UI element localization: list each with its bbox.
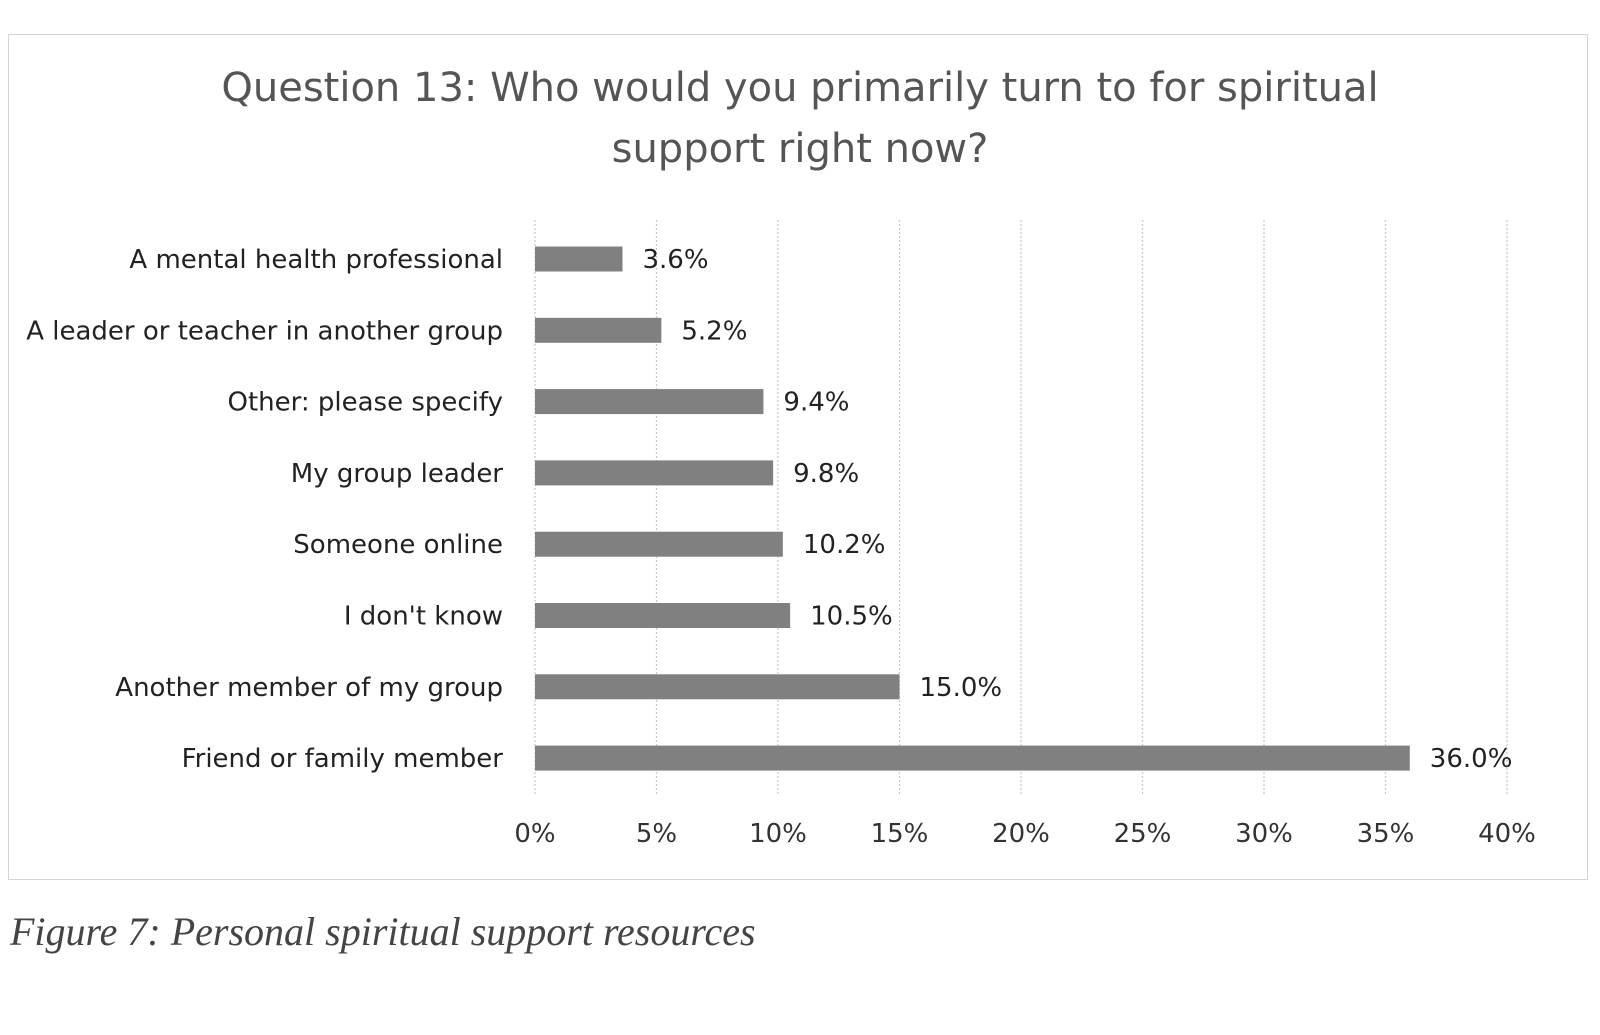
chart-title-line-2: support right now? <box>611 126 989 172</box>
bar <box>535 603 791 628</box>
x-tick-label: 35% <box>1357 819 1415 849</box>
x-tick-label: 30% <box>1235 819 1293 849</box>
data-label: 10.2% <box>803 530 886 560</box>
data-label: 5.2% <box>681 316 747 346</box>
gridlines <box>534 220 1508 795</box>
chart-title-line-1: Question 13: Who would you primarily tur… <box>221 65 1379 111</box>
category-label: I don't know <box>344 602 503 632</box>
x-tick-label: 25% <box>1114 819 1172 849</box>
bars <box>535 246 1410 771</box>
bar <box>535 531 783 557</box>
category-label: Someone online <box>293 530 503 560</box>
data-label: 36.0% <box>1430 744 1513 774</box>
x-tick-label: 20% <box>992 819 1050 849</box>
category-labels: A mental health professional A leader or … <box>26 245 503 774</box>
bar <box>535 246 623 272</box>
x-tick-labels: 0% 5% 10% 15% 20% 25% 30% 35% 40% <box>514 819 1536 849</box>
x-tick-label: 15% <box>871 819 929 849</box>
category-label: Other: please specify <box>227 388 503 418</box>
chart-frame <box>8 34 1588 880</box>
bar <box>535 389 764 415</box>
chart-title: Question 13: Who would you primarily tur… <box>0 58 1600 180</box>
category-label: Friend or family member <box>182 744 504 774</box>
figure-caption: Figure 7: Personal spiritual support res… <box>10 909 756 954</box>
data-labels: 3.6% 5.2% 9.4% 9.8% 10.2% 10.5% 15.0% 36.0% <box>642 245 1512 774</box>
bar <box>535 674 900 700</box>
x-tick-label: 0% <box>514 819 555 849</box>
data-label: 10.5% <box>810 602 893 632</box>
x-tick-label: 10% <box>749 819 807 849</box>
category-label: Another member of my group <box>115 673 503 703</box>
data-label: 3.6% <box>642 245 708 275</box>
x-tick-label: 5% <box>636 819 677 849</box>
category-label: A leader or teacher in another group <box>26 316 503 346</box>
bar <box>535 460 774 486</box>
x-tick-label: 40% <box>1478 819 1536 849</box>
bar <box>535 745 1410 771</box>
category-label: My group leader <box>291 459 504 489</box>
bar <box>535 317 662 343</box>
data-label: 15.0% <box>920 673 1003 703</box>
data-label: 9.4% <box>783 388 849 418</box>
data-label: 9.8% <box>793 459 859 489</box>
category-label: A mental health professional <box>129 245 503 275</box>
